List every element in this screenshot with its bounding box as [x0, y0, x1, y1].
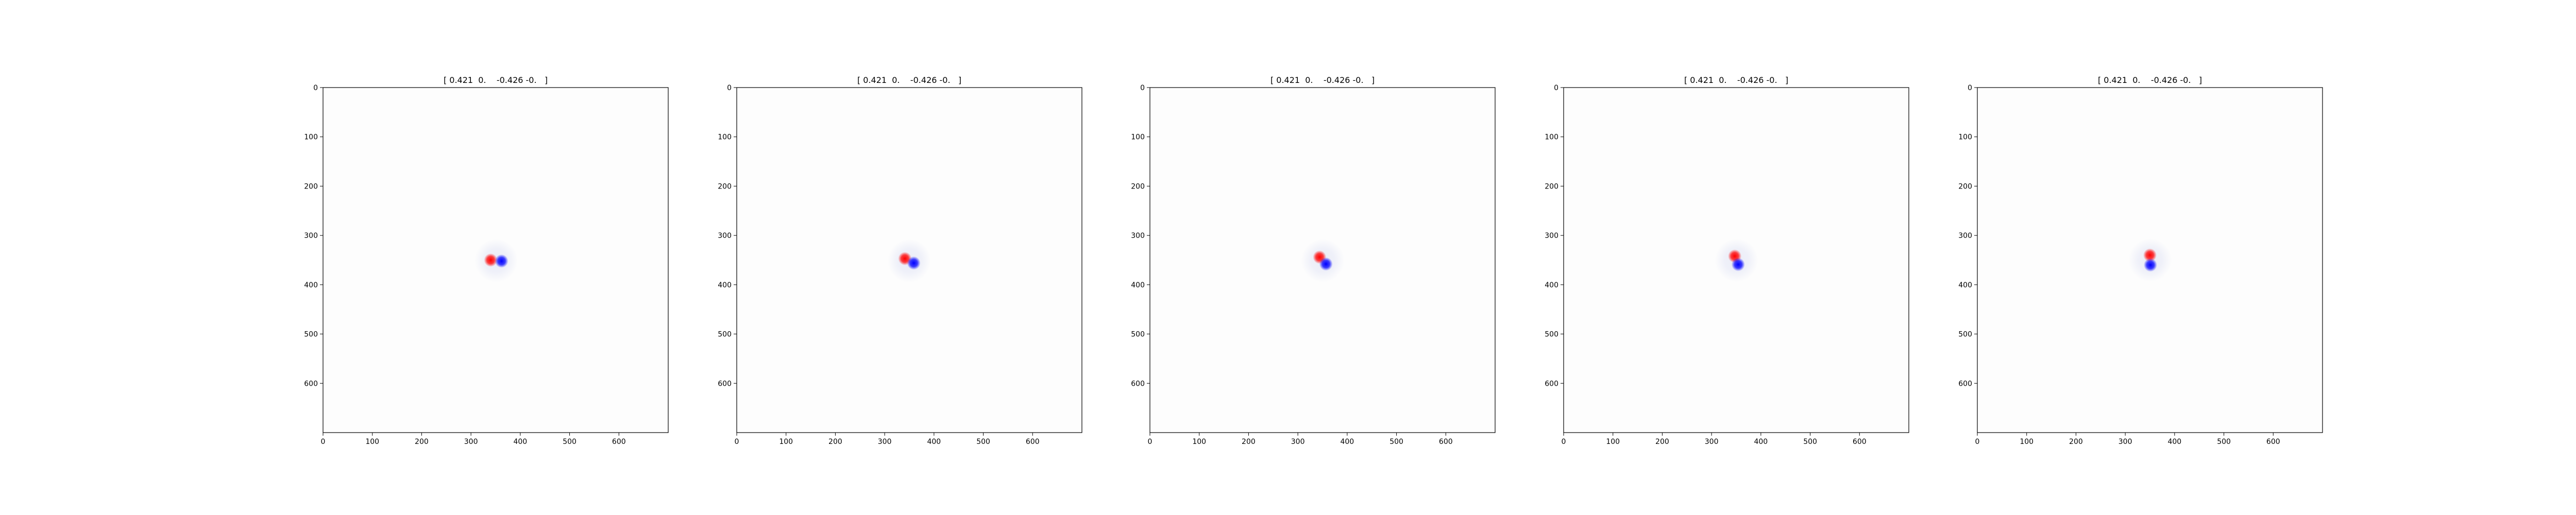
x-tick-label: 200	[1655, 438, 1669, 446]
x-tick-label: 300	[464, 438, 478, 446]
y-tick-label: 600	[1958, 380, 1972, 388]
y-tick-label: 400	[718, 281, 732, 289]
chart-title: [ 0.421 0. -0.426 -0. ]	[1684, 75, 1788, 85]
y-tick-label: 300	[1131, 232, 1145, 240]
y-tick-label: 400	[1958, 281, 1972, 289]
y-tick-label: 300	[304, 232, 318, 240]
y-tick-label: 100	[718, 133, 732, 142]
y-tick-label: 200	[304, 182, 318, 191]
x-tick-label: 600	[612, 438, 626, 446]
x-tick-label: 500	[1803, 438, 1817, 446]
axes-frame	[736, 87, 1082, 433]
x-tick-label: 0	[735, 438, 739, 446]
x-tick-label: 100	[1192, 438, 1206, 446]
chart-title: [ 0.421 0. -0.426 -0. ]	[1270, 75, 1375, 85]
y-tick-label: 600	[304, 380, 318, 388]
x-tick-label: 0	[1562, 438, 1566, 446]
x-tick-label: 300	[1705, 438, 1719, 446]
y-tick-label: 500	[1958, 331, 1972, 339]
chart-title: [ 0.421 0. -0.426 -0. ]	[2098, 75, 2202, 85]
y-tick-label: 600	[718, 380, 732, 388]
negative-blob	[1731, 258, 1745, 271]
positive-blob	[484, 253, 498, 267]
x-tick-label: 100	[1606, 438, 1620, 446]
y-tick-label: 100	[304, 133, 318, 142]
y-tick-label: 200	[718, 182, 732, 191]
chart-title: [ 0.421 0. -0.426 -0. ]	[857, 75, 961, 85]
x-tick-label: 500	[1389, 438, 1403, 446]
y-tick-label: 500	[1545, 331, 1558, 339]
x-tick-label: 0	[321, 438, 326, 446]
negative-blob	[2143, 258, 2157, 272]
x-tick-label: 300	[878, 438, 892, 446]
x-tick-label: 400	[1754, 438, 1768, 446]
x-tick-label: 400	[927, 438, 941, 446]
x-tick-label: 400	[1340, 438, 1354, 446]
y-tick-label: 0	[1968, 84, 1972, 92]
x-tick-label: 0	[1975, 438, 1980, 446]
axes-frame	[1149, 87, 1496, 433]
y-tick-label: 400	[304, 281, 318, 289]
x-tick-label: 500	[2217, 438, 2231, 446]
x-tick-label: 600	[1853, 438, 1867, 446]
chart-title: [ 0.421 0. -0.426 -0. ]	[444, 75, 548, 85]
x-tick-label: 300	[2119, 438, 2132, 446]
positive-blob	[2143, 248, 2157, 262]
y-tick-label: 600	[1131, 380, 1145, 388]
y-tick-label: 0	[727, 84, 732, 92]
x-tick-label: 200	[415, 438, 429, 446]
y-tick-label: 200	[1131, 182, 1145, 191]
x-tick-label: 0	[1148, 438, 1153, 446]
y-tick-label: 200	[1958, 182, 1972, 191]
x-tick-label: 600	[1439, 438, 1453, 446]
x-tick-label: 400	[2167, 438, 2181, 446]
y-tick-label: 100	[1958, 133, 1972, 142]
y-tick-label: 300	[718, 232, 732, 240]
y-tick-label: 100	[1545, 133, 1558, 142]
x-tick-label: 200	[2069, 438, 2083, 446]
x-tick-label: 100	[2020, 438, 2033, 446]
heatmap-panel-5: 0 100 200 300 400 500 600 0 100 200 300 400 500 600 [ …	[1958, 75, 2323, 446]
axes-frame	[1563, 87, 1909, 433]
y-tick-label: 600	[1545, 380, 1558, 388]
y-tick-label: 300	[1958, 232, 1972, 240]
x-tick-label: 100	[365, 438, 379, 446]
y-tick-label: 500	[718, 331, 732, 339]
y-tick-label: 200	[1545, 182, 1558, 191]
negative-blob	[1319, 257, 1333, 271]
negative-blob	[495, 254, 509, 268]
y-tick-label: 100	[1131, 133, 1145, 142]
heatmap-panel-2: 0 100 200 300 400 500 600 0 100 200 300 400 500 600 [ …	[718, 75, 1082, 446]
heatmap-panel-3: 0 100 200 300 400 500 600 0 100 200 300 400 500 600 [ …	[1131, 75, 1496, 446]
x-tick-label: 500	[563, 438, 577, 446]
y-tick-label: 400	[1131, 281, 1145, 289]
y-tick-label: 500	[304, 331, 318, 339]
heatmap-panel-1: 0 100 200 300 400 500 600 0 100 200 300 400 500 600 [ …	[304, 75, 669, 446]
y-tick-label: 0	[1554, 84, 1558, 92]
x-tick-label: 500	[976, 438, 990, 446]
x-tick-label: 300	[1291, 438, 1305, 446]
x-tick-label: 400	[513, 438, 527, 446]
x-tick-label: 100	[779, 438, 793, 446]
y-tick-label: 0	[1140, 84, 1145, 92]
axes-frame	[323, 87, 669, 433]
x-tick-label: 600	[1026, 438, 1040, 446]
x-tick-label: 600	[2266, 438, 2280, 446]
heatmap-panel-4: 0 100 200 300 400 500 600 0 100 200 300 400 500 600 [ …	[1545, 75, 1909, 446]
x-tick-label: 200	[1242, 438, 1256, 446]
y-tick-label: 0	[313, 84, 318, 92]
axes-frame	[1977, 87, 2323, 433]
y-tick-label: 300	[1545, 232, 1558, 240]
x-tick-label: 200	[828, 438, 842, 446]
negative-blob	[907, 256, 921, 270]
y-tick-label: 500	[1131, 331, 1145, 339]
y-tick-label: 400	[1545, 281, 1558, 289]
